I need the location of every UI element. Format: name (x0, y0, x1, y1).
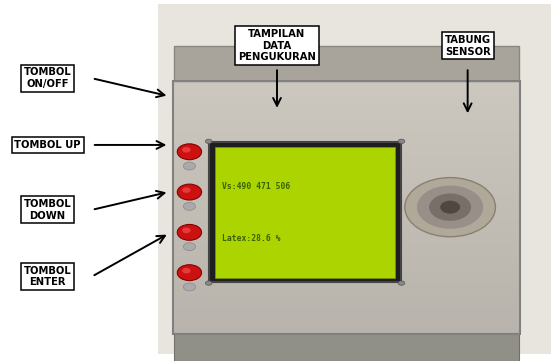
FancyBboxPatch shape (174, 295, 519, 308)
Circle shape (398, 139, 405, 143)
Circle shape (206, 139, 212, 143)
FancyBboxPatch shape (174, 270, 519, 283)
FancyBboxPatch shape (158, 4, 551, 354)
Text: Latex:28.6 %: Latex:28.6 % (223, 234, 281, 243)
FancyBboxPatch shape (174, 46, 519, 81)
Text: TOMBOL
ENTER: TOMBOL ENTER (24, 266, 71, 287)
Circle shape (182, 268, 191, 273)
FancyBboxPatch shape (174, 283, 519, 295)
FancyBboxPatch shape (216, 147, 395, 278)
FancyBboxPatch shape (174, 220, 519, 232)
FancyBboxPatch shape (174, 157, 519, 169)
Circle shape (206, 281, 212, 285)
Circle shape (183, 162, 196, 170)
Circle shape (177, 184, 202, 200)
FancyBboxPatch shape (174, 207, 519, 220)
Circle shape (182, 187, 191, 193)
FancyBboxPatch shape (174, 119, 519, 132)
Text: TABUNG
SENSOR: TABUNG SENSOR (445, 35, 491, 56)
FancyBboxPatch shape (174, 232, 519, 245)
FancyBboxPatch shape (174, 308, 519, 320)
FancyBboxPatch shape (174, 132, 519, 144)
Circle shape (440, 201, 460, 214)
FancyBboxPatch shape (174, 81, 519, 94)
Circle shape (177, 144, 202, 160)
Text: TOMBOL
DOWN: TOMBOL DOWN (24, 199, 71, 221)
Circle shape (182, 147, 191, 152)
FancyBboxPatch shape (174, 94, 519, 106)
Circle shape (429, 193, 471, 221)
FancyBboxPatch shape (174, 333, 519, 361)
FancyBboxPatch shape (174, 182, 519, 195)
Text: TOMBOL
ON/OFF: TOMBOL ON/OFF (24, 67, 71, 89)
Circle shape (417, 186, 483, 229)
Circle shape (182, 228, 191, 233)
FancyBboxPatch shape (174, 106, 519, 119)
Text: Vs:490 471 506: Vs:490 471 506 (223, 182, 291, 191)
Text: TOMBOL UP: TOMBOL UP (14, 140, 81, 150)
FancyBboxPatch shape (174, 195, 519, 207)
Circle shape (177, 224, 202, 240)
FancyBboxPatch shape (174, 245, 519, 257)
FancyBboxPatch shape (174, 257, 519, 270)
Circle shape (183, 243, 196, 251)
Circle shape (405, 178, 495, 237)
FancyBboxPatch shape (209, 142, 401, 282)
Circle shape (183, 202, 196, 210)
Text: TAMPILAN
DATA
PENGUKURAN: TAMPILAN DATA PENGUKURAN (238, 29, 316, 62)
FancyBboxPatch shape (174, 320, 519, 333)
FancyBboxPatch shape (174, 169, 519, 182)
Circle shape (183, 283, 196, 291)
FancyBboxPatch shape (174, 144, 519, 157)
Circle shape (177, 265, 202, 281)
Circle shape (398, 281, 405, 285)
